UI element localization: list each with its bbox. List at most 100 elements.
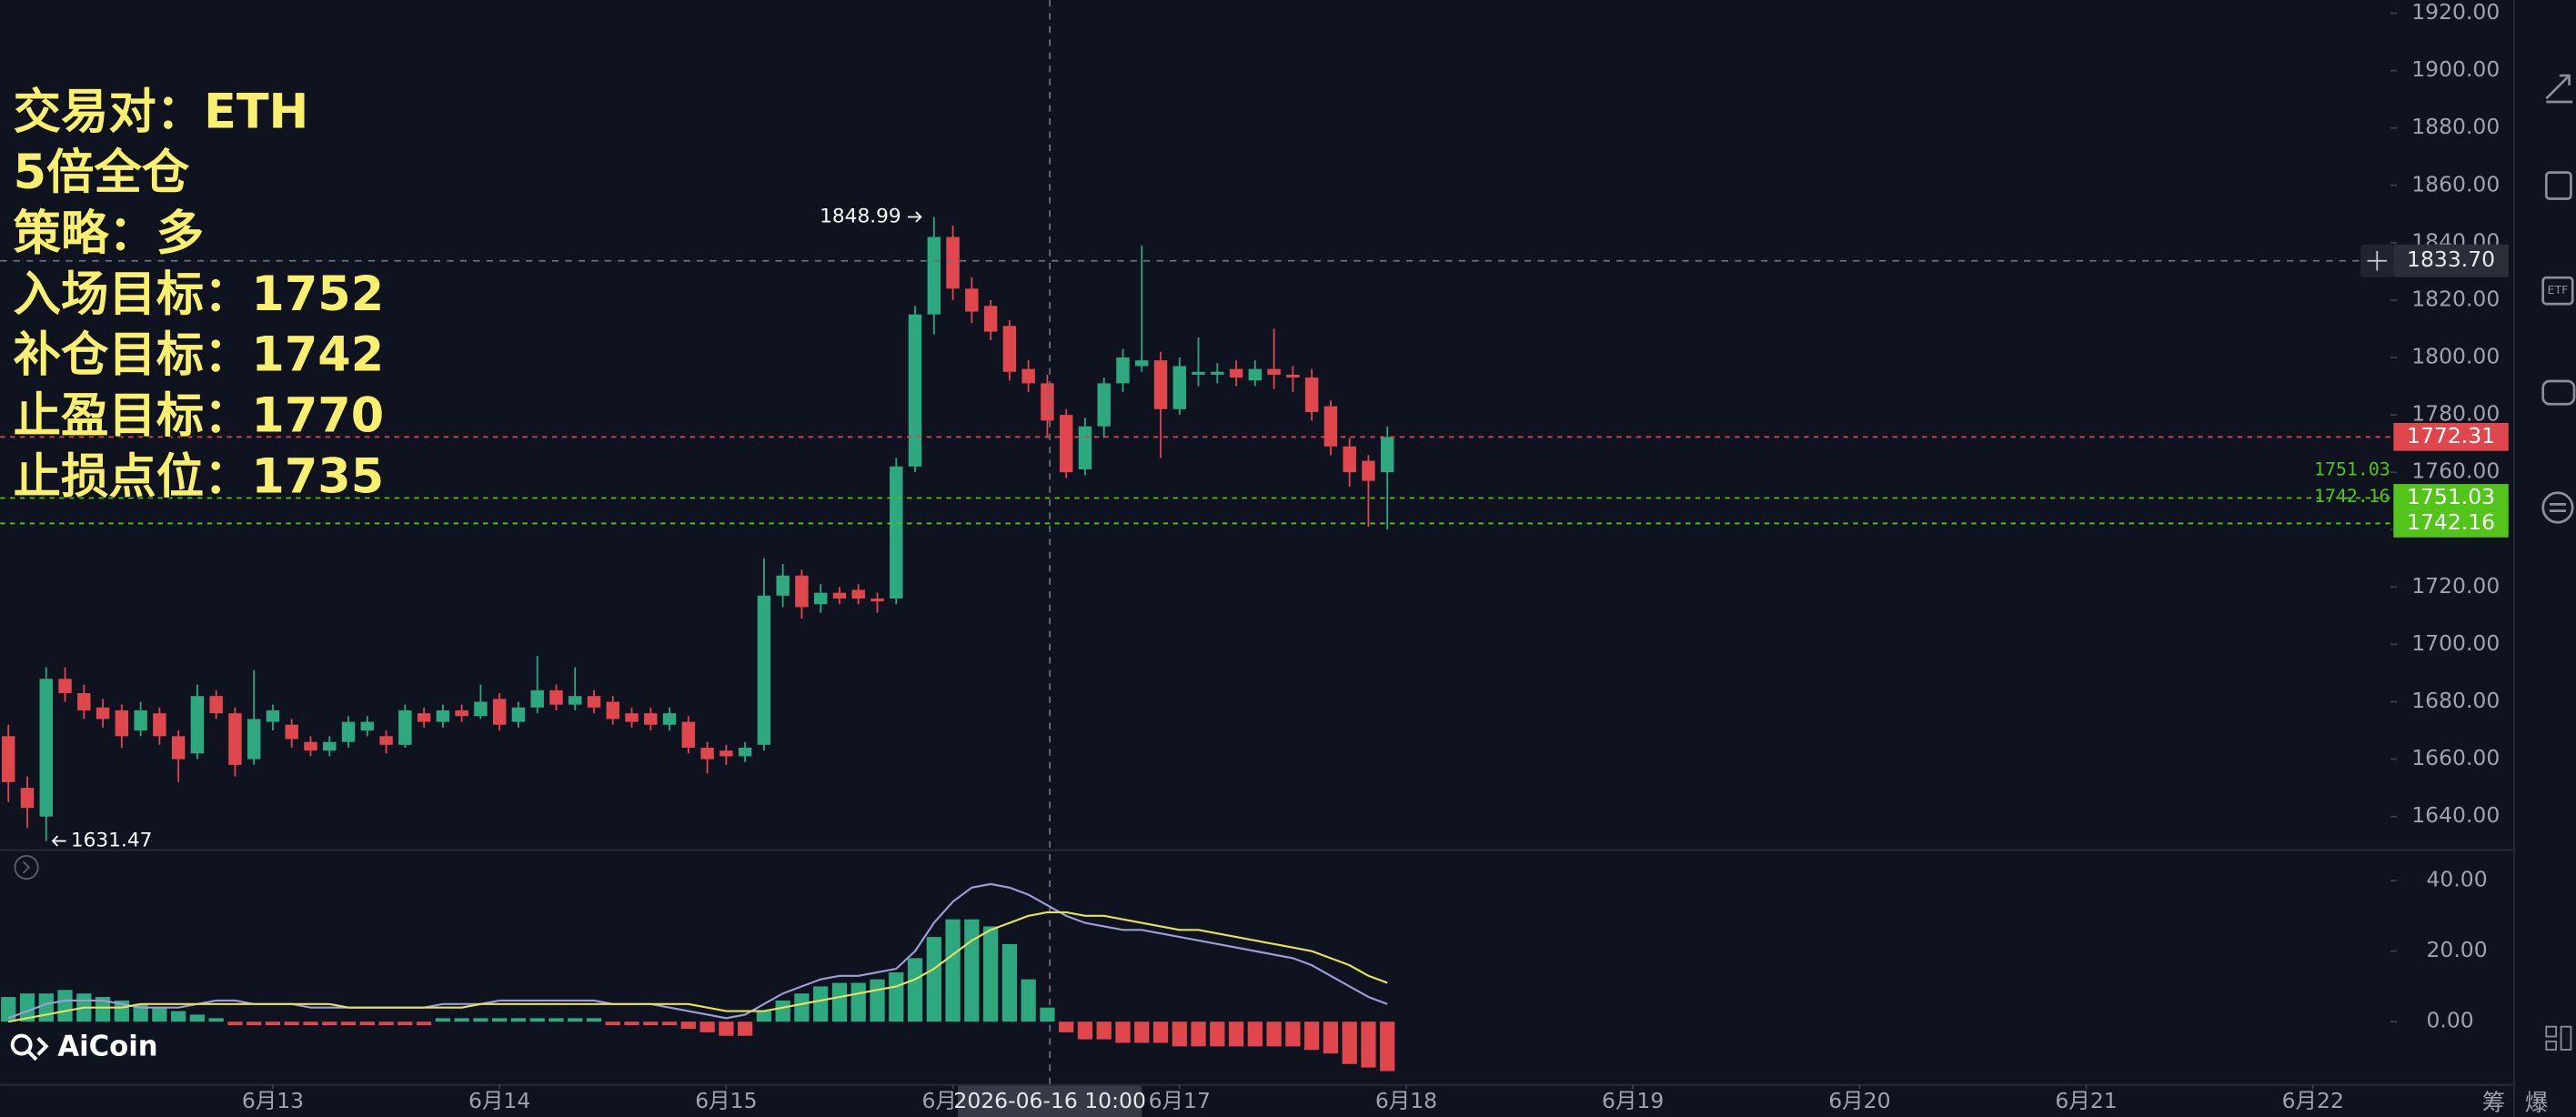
y-tick-label: 1660.00 <box>2411 745 2500 770</box>
candle-body <box>719 750 733 757</box>
macd-line <box>8 911 1388 1023</box>
candle-body <box>285 724 298 740</box>
candle-body <box>323 741 337 751</box>
macd-bar <box>473 1018 488 1022</box>
macd-bar <box>529 1018 545 1022</box>
low-arrow <box>51 835 66 847</box>
macd-bar <box>1228 1021 1244 1047</box>
candle-body <box>1229 368 1243 378</box>
macd-bar <box>38 993 54 1022</box>
candle-body <box>153 713 166 737</box>
crosshair-time-label: 2026-06-16 10:00 <box>953 1088 1145 1113</box>
macd-bar <box>756 1011 772 1022</box>
crosshair-time-tag <box>958 1085 1142 1117</box>
macd-bar <box>247 1021 262 1026</box>
candle-body <box>700 747 714 760</box>
candle-body <box>398 709 412 745</box>
candle-body <box>228 713 242 765</box>
x-tick-label: 6月13 <box>242 1088 304 1113</box>
sidebar-icon-detail <box>2560 1025 2572 1051</box>
candle-body <box>1097 383 1111 427</box>
x-tick-label: 6月21 <box>2055 1088 2117 1113</box>
sidebar-icon[interactable] <box>2545 1025 2558 1038</box>
macd-bar <box>340 1021 357 1026</box>
candle-body <box>247 719 261 760</box>
candle-body <box>39 679 53 817</box>
y-tick-label: 1700.00 <box>2411 630 2500 656</box>
candle-body <box>606 701 619 720</box>
candle-body <box>1380 437 1394 473</box>
sidebar-icon-detail <box>2545 1041 2558 1051</box>
macd-bar <box>643 1021 659 1026</box>
macd-bar <box>699 1021 715 1032</box>
macd-bar <box>794 993 810 1022</box>
candle-body <box>1343 446 1356 473</box>
logo-mark <box>10 1033 33 1056</box>
candle-body <box>190 696 205 754</box>
candle-body <box>530 689 544 708</box>
candle-body <box>1304 377 1319 412</box>
candle-body <box>738 747 752 757</box>
macd-bar <box>850 982 866 1022</box>
candle-body <box>1002 326 1017 372</box>
macd-bar <box>284 1021 299 1026</box>
macd-bar <box>1152 1021 1169 1043</box>
sidebar-icon[interactable] <box>2541 379 2576 406</box>
macd-bar <box>95 997 111 1022</box>
y-tick-label: 1800.00 <box>2411 344 2500 369</box>
macd-bar <box>114 1000 129 1022</box>
candle-body <box>757 595 771 745</box>
sidebar-icon[interactable] <box>2541 276 2574 306</box>
macd-bar <box>568 1018 583 1022</box>
annotation: 5倍全仓 <box>14 145 190 200</box>
sidebar-label: ETF <box>2547 283 2568 297</box>
macd-bar <box>378 1021 394 1026</box>
candle-body <box>662 713 677 725</box>
macd-bar <box>1077 1021 1093 1040</box>
candle-body <box>360 721 375 731</box>
price-line-label: 1751.03 <box>2314 458 2390 479</box>
sidebar-icon[interactable] <box>2541 491 2574 524</box>
candle-body <box>851 589 865 599</box>
x-tick-label: 6月17 <box>1149 1088 1211 1113</box>
macd-bar <box>982 926 999 1022</box>
macd-bar <box>397 1021 413 1026</box>
y-tick-label: 20.00 <box>2426 937 2487 962</box>
macd-bar <box>889 971 904 1022</box>
candle-body <box>455 709 468 717</box>
macd-bar <box>1210 1021 1225 1047</box>
macd-bar <box>831 982 848 1022</box>
toolbar-button[interactable]: 筹 <box>2482 1090 2505 1116</box>
candle-body <box>946 236 960 289</box>
logo-mark-detail <box>26 1036 49 1062</box>
annotation: 策略：多 <box>14 206 204 261</box>
candle-body <box>96 707 110 720</box>
candle-body <box>644 713 658 725</box>
macd-bar <box>510 1018 527 1022</box>
toolbar-button[interactable]: 爆 <box>2525 1090 2548 1116</box>
candle-body <box>927 236 941 315</box>
candle-body <box>1135 360 1149 367</box>
macd-bar <box>1172 1021 1187 1047</box>
candle-body <box>1116 357 1130 384</box>
candle-body <box>1021 368 1035 384</box>
candle-body <box>511 707 526 722</box>
x-tick-label: 6月19 <box>1602 1088 1664 1113</box>
macd-bar <box>19 993 35 1022</box>
candle-body <box>569 696 582 705</box>
y-tick-label: 1680.00 <box>2411 688 2500 713</box>
candle-body <box>1172 366 1186 409</box>
candle-body <box>965 288 979 312</box>
macd-bar <box>1115 1021 1131 1043</box>
collapse-button[interactable] <box>14 854 39 881</box>
candle-body <box>832 592 847 599</box>
sidebar-icon[interactable] <box>2545 74 2573 104</box>
candle-body <box>1078 426 1092 470</box>
macd-bar <box>416 1021 432 1026</box>
candle-body <box>890 466 903 599</box>
price-tag-label: 1742.16 <box>2407 509 2495 535</box>
annotation: 止损点位：1735 <box>14 448 385 504</box>
sidebar-icon[interactable] <box>2544 171 2572 200</box>
high-label: 1848.99 <box>820 205 901 227</box>
